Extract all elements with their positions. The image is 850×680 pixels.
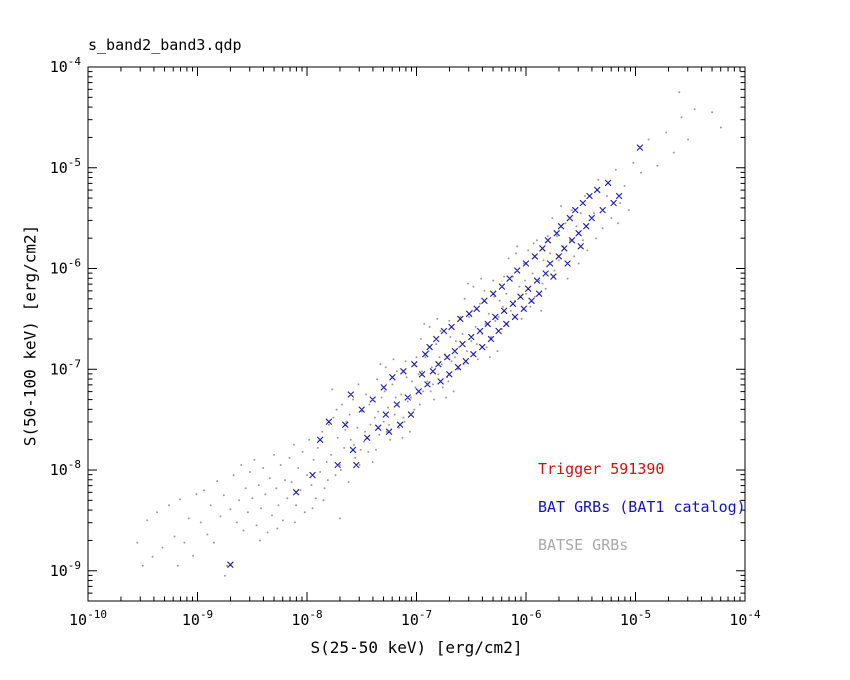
x-tick-label: 10-5 bbox=[620, 608, 651, 629]
bat-points bbox=[227, 144, 644, 568]
legend-batse-grbs-label: BATSE GRBs bbox=[538, 536, 629, 554]
y-tick-label: 10-5 bbox=[50, 156, 81, 177]
x-tick-label: 10-6 bbox=[510, 608, 541, 629]
x-tick-label: 10-4 bbox=[729, 608, 761, 629]
axis-ticks bbox=[88, 67, 745, 601]
x-tick-label: 10-7 bbox=[401, 608, 432, 629]
legend-trigger-label: Trigger 591390 bbox=[538, 460, 665, 478]
legend-bat-grbs-label: BAT GRBs (BAT1 catalog) bbox=[538, 498, 746, 516]
x-axis-label: S(25-50 keV) [erg/cm2] bbox=[310, 638, 523, 657]
x-tick-label: 10-8 bbox=[291, 608, 322, 629]
x-tick-label: 10-10 bbox=[69, 608, 107, 629]
batse-points bbox=[136, 91, 722, 577]
y-tick-label: 10-6 bbox=[50, 257, 81, 278]
y-tick-label: 10-8 bbox=[50, 458, 81, 479]
plot-title: s_band2_band3.qdp bbox=[88, 36, 242, 54]
y-tick-label: 10-7 bbox=[50, 357, 81, 378]
y-axis-label: S(50-100 keV) [erg/cm2] bbox=[20, 224, 40, 447]
legend: Trigger 591390 BAT GRBs (BAT1 catalog) B… bbox=[538, 450, 746, 564]
y-tick-label: 10-9 bbox=[50, 559, 81, 580]
x-tick-label: 10-9 bbox=[182, 608, 213, 629]
y-tick-label: 10-4 bbox=[50, 55, 82, 76]
